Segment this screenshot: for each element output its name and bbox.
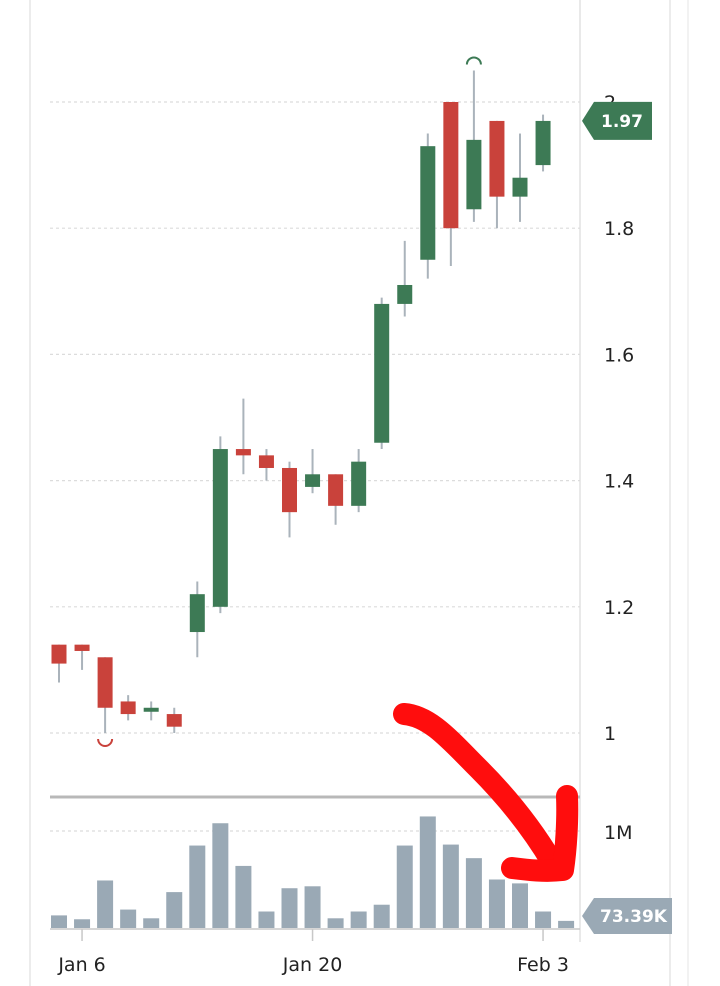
price-tick-labels: 11.21.41.61.82 [604, 92, 634, 745]
candle [74, 644, 90, 670]
volume-bar [258, 911, 275, 928]
volume-bar [442, 844, 459, 928]
volume-bar [235, 865, 252, 928]
candle [212, 436, 228, 614]
candle [189, 581, 205, 658]
volume-bar [304, 886, 321, 928]
candle [282, 461, 297, 538]
candle [443, 102, 459, 267]
candle-body [535, 120, 551, 166]
volume-bar [373, 904, 390, 928]
volume-bar [74, 919, 91, 928]
candle-body [443, 102, 459, 229]
volume-bar [189, 845, 206, 928]
candle-body [120, 701, 136, 715]
candle-body [74, 644, 90, 651]
candle [166, 707, 182, 733]
candle [51, 644, 67, 683]
red-arrow-annotation [393, 703, 579, 882]
volume-bars [51, 816, 575, 928]
volume-bar [558, 920, 575, 928]
candle-body [97, 657, 113, 708]
candle-body [328, 474, 344, 506]
candle-body [305, 474, 321, 487]
last-volume-badge: 73.39K [582, 898, 672, 934]
price-tick-label: 1.8 [604, 218, 634, 240]
candle-body [212, 449, 228, 607]
candle-body [282, 467, 297, 513]
volume-bar [166, 892, 183, 928]
x-tick-label: Jan 20 [282, 954, 343, 976]
x-tick-label: Jan 6 [57, 954, 105, 976]
candle [466, 70, 482, 222]
candle [489, 120, 505, 229]
candle-body [374, 303, 390, 443]
volume-bar [281, 888, 298, 928]
volume-bar [51, 915, 67, 928]
volume-bar [535, 911, 552, 928]
period-high-marker [465, 56, 482, 65]
volume-bar [143, 918, 160, 928]
volume-tick-labels: 1M [604, 822, 632, 844]
price-tick-label: 1.2 [604, 597, 634, 619]
price-tick-label: 1.6 [604, 344, 634, 366]
candle [258, 449, 274, 481]
last-price-badge: 1.97 [582, 101, 652, 140]
candle [305, 449, 321, 494]
candle-body [143, 707, 159, 712]
candle-body [489, 120, 505, 197]
last-price-label: 1.97 [601, 112, 643, 132]
volume-bar [212, 823, 229, 928]
candle-body [351, 461, 367, 506]
volume-bar [327, 918, 344, 928]
candle-body [466, 139, 482, 210]
candle-body [235, 449, 251, 456]
volume-bar [396, 845, 413, 928]
x-tick-label: Feb 3 [517, 954, 569, 976]
price-tick-label: 1.4 [604, 471, 634, 493]
candle [235, 398, 251, 475]
volume-bar [512, 883, 528, 928]
volume-tick-label: 1M [604, 822, 632, 844]
period-low-marker [97, 738, 114, 747]
candle-body [512, 177, 528, 197]
candle-body [397, 284, 413, 304]
candle [535, 114, 551, 172]
candle [374, 297, 390, 450]
candle [512, 133, 528, 222]
volume-bar [419, 816, 436, 928]
candle [351, 449, 367, 513]
candle [397, 240, 413, 317]
last-volume-badge-shape [582, 898, 672, 934]
arrow-head [501, 785, 579, 882]
arrow-shaft [393, 703, 563, 873]
candle [420, 133, 436, 279]
volume-bar [120, 909, 137, 928]
volume-bar [488, 879, 505, 928]
price-tick-label: 1 [604, 723, 616, 745]
candle [97, 657, 113, 733]
volume-bar [97, 880, 114, 928]
candle [143, 701, 159, 721]
volume-bar [465, 858, 482, 928]
candle-body [189, 594, 205, 633]
candles [51, 56, 551, 747]
candle-body [420, 146, 436, 260]
volume-bar [350, 911, 367, 928]
last-volume-label: 73.39K [600, 907, 668, 927]
candle [120, 695, 136, 721]
x-tick-labels: Jan 6 Jan 20 Feb 3 [57, 929, 569, 976]
candle [328, 474, 344, 525]
candle-body [258, 455, 274, 468]
last-price-badge-shape [582, 101, 652, 140]
candle-body [166, 714, 182, 727]
candle-body [51, 644, 67, 664]
